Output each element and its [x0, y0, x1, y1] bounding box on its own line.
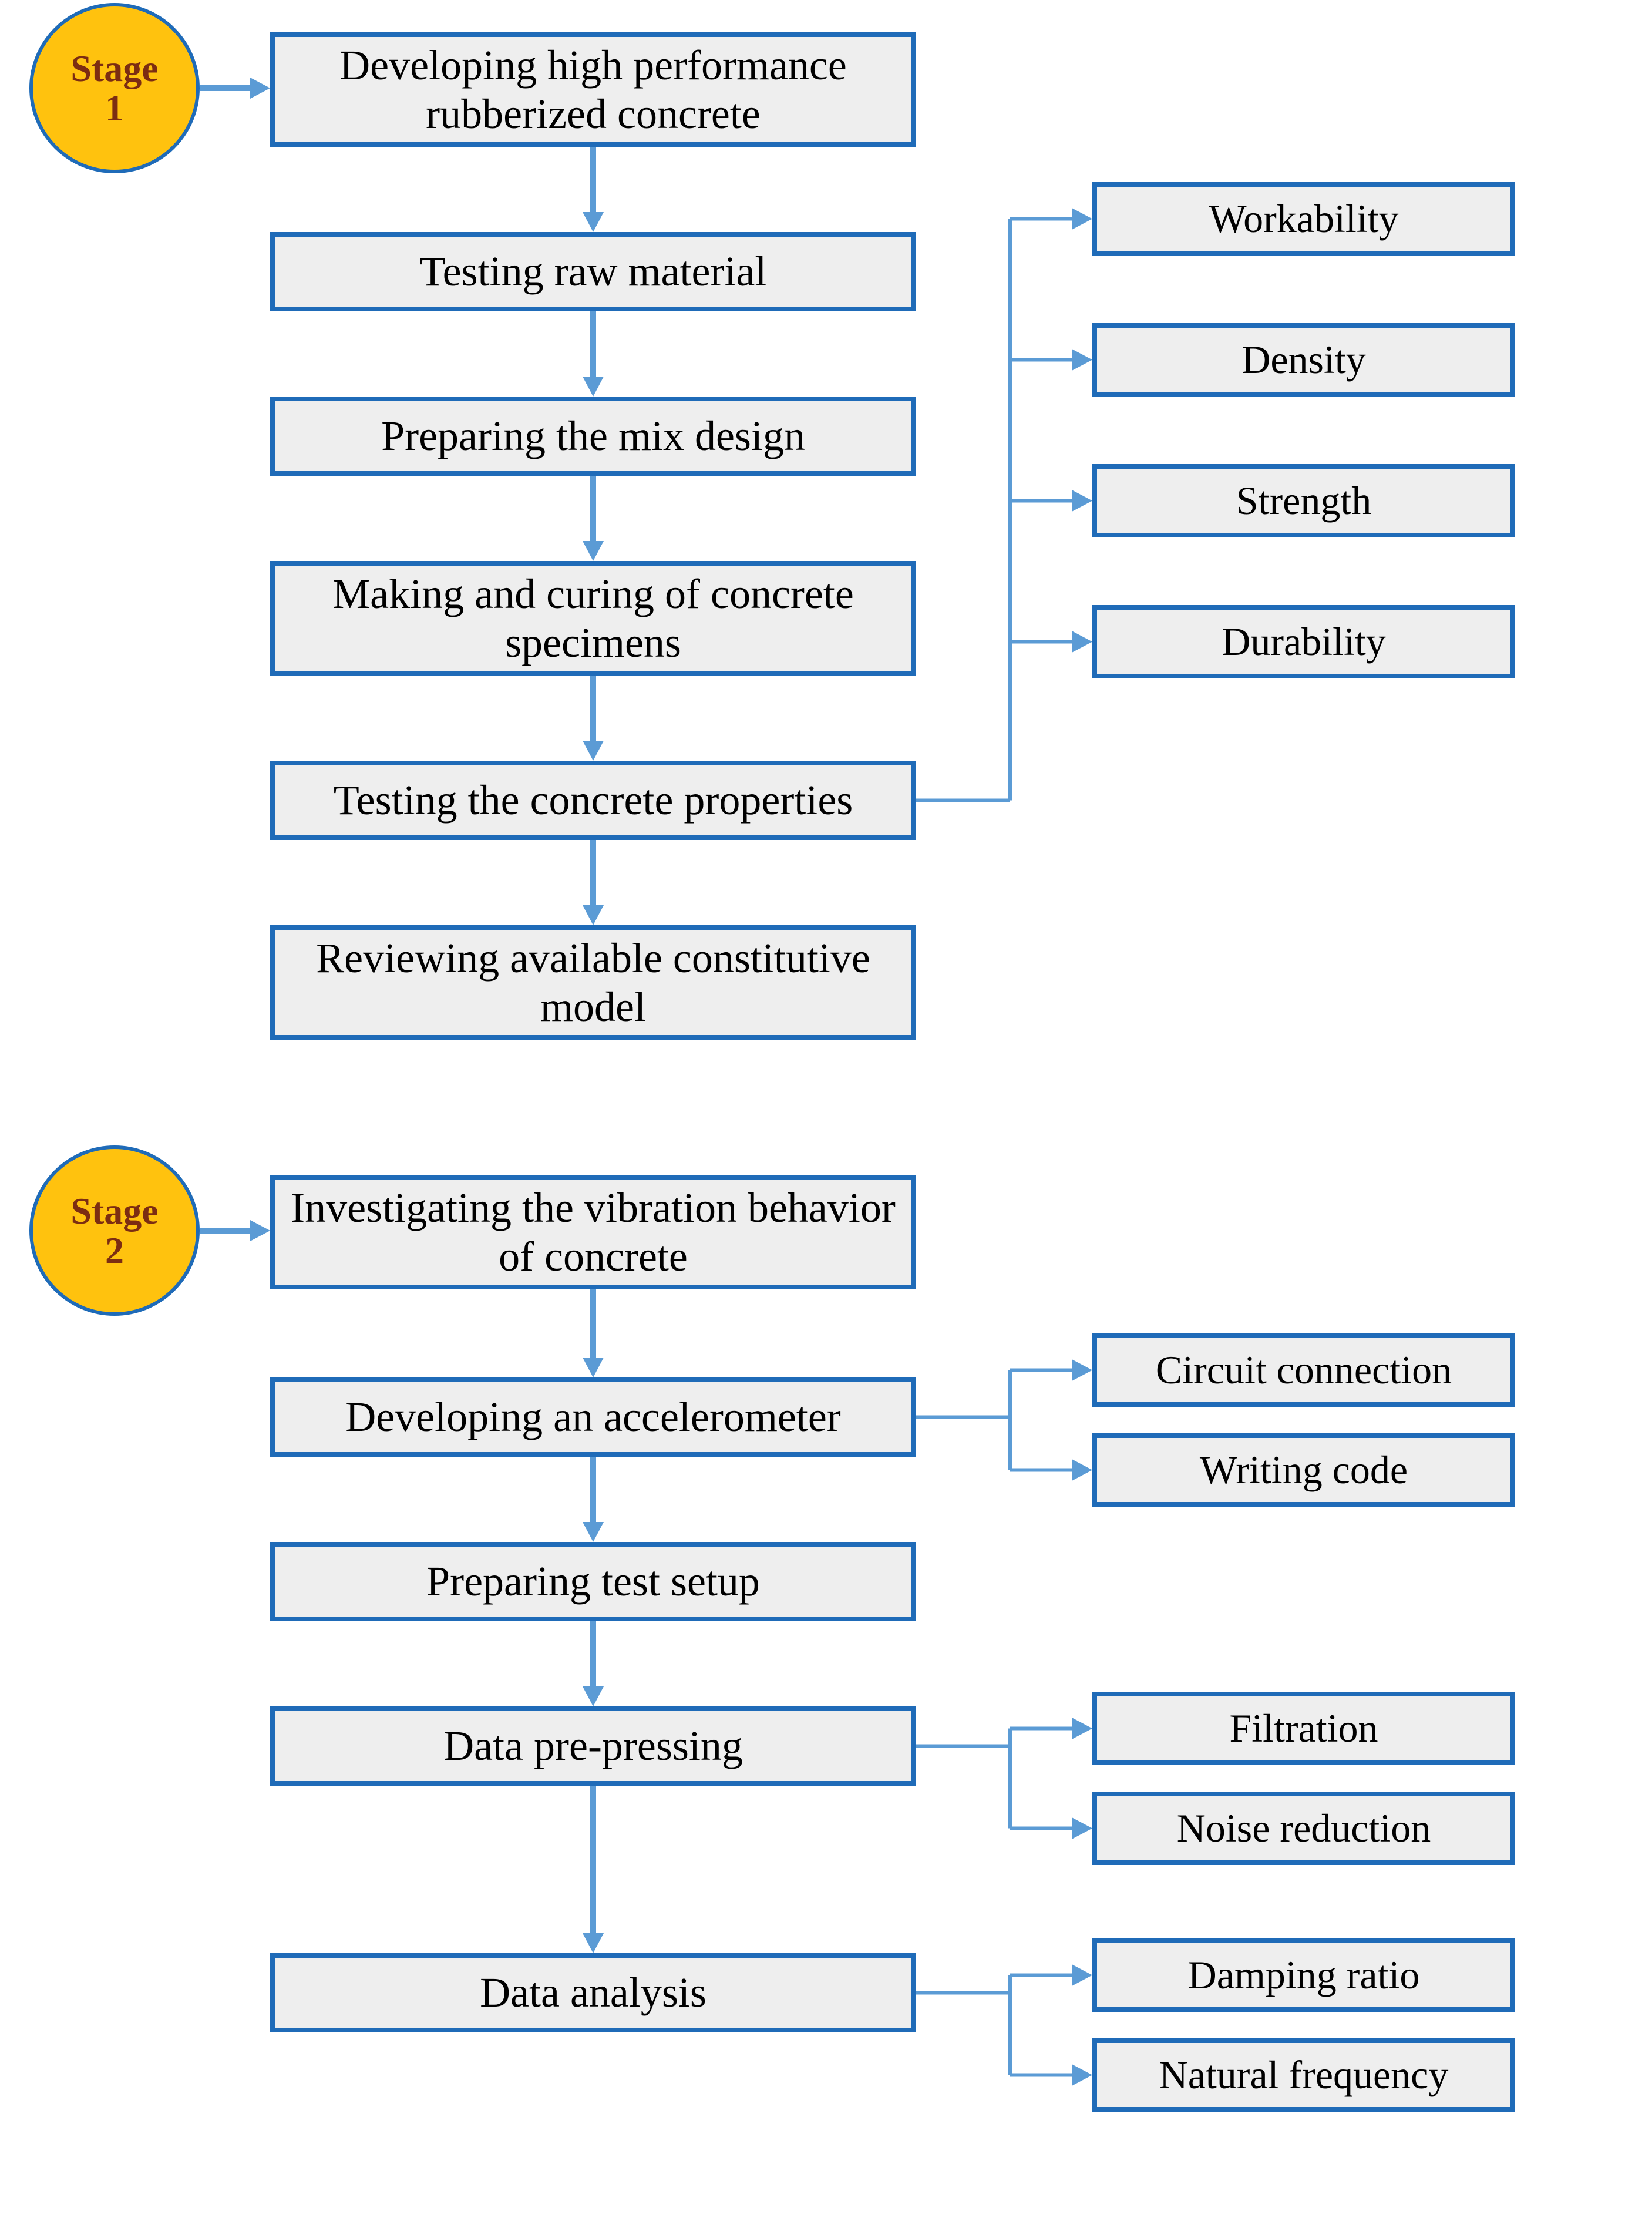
flow-box-s4: Durability — [1092, 605, 1515, 678]
flow-box-label: Natural frequency — [1159, 2052, 1449, 2098]
flow-box-m3: Preparing the mix design — [270, 397, 916, 476]
flow-box-label: Testing raw material — [420, 247, 767, 296]
flow-box-label: Investigating the vibration behavior of … — [287, 1184, 900, 1281]
flow-box-m4: Making and curing of concrete specimens — [270, 561, 916, 676]
flow-box-m1: Developing high performance rubberized c… — [270, 32, 916, 147]
flow-box-label: Developing an accelerometer — [345, 1393, 841, 1442]
stage-label-line1: Stage — [70, 1191, 158, 1231]
flow-box-s5: Circuit connection — [1092, 1333, 1515, 1407]
flow-box-label: Density — [1241, 337, 1366, 382]
flow-box-s2: Density — [1092, 323, 1515, 397]
stage-1-badge: Stage1 — [29, 3, 200, 173]
flow-box-label: Writing code — [1200, 1447, 1408, 1493]
flow-box-s3: Strength — [1092, 464, 1515, 537]
flow-box-label: Preparing test setup — [426, 1557, 760, 1606]
flow-box-m6: Reviewing available constitutive model — [270, 925, 916, 1040]
flow-box-label: Testing the concrete properties — [334, 776, 853, 825]
flow-box-label: Circuit connection — [1156, 1347, 1452, 1393]
flow-box-label: Data pre-pressing — [443, 1722, 743, 1770]
flow-box-m10: Data pre-pressing — [270, 1706, 916, 1786]
flow-box-s9: Damping ratio — [1092, 1938, 1515, 2012]
flow-box-label: Making and curing of concrete specimens — [287, 570, 900, 667]
flow-box-label: Workability — [1209, 196, 1398, 241]
flow-box-s1: Workability — [1092, 182, 1515, 256]
flow-box-label: Reviewing available constitutive model — [287, 934, 900, 1031]
flow-box-s8: Noise reduction — [1092, 1792, 1515, 1865]
flow-box-label: Filtration — [1229, 1705, 1378, 1751]
flow-box-label: Data analysis — [480, 1968, 706, 2017]
flow-box-m11: Data analysis — [270, 1953, 916, 2032]
flow-box-m7: Investigating the vibration behavior of … — [270, 1175, 916, 1289]
flow-box-label: Preparing the mix design — [381, 412, 805, 461]
flow-box-label: Strength — [1236, 478, 1371, 523]
flow-box-m2: Testing raw material — [270, 232, 916, 311]
flow-box-m8: Developing an accelerometer — [270, 1377, 916, 1457]
flow-box-label: Damping ratio — [1188, 1952, 1420, 1998]
stage-label-line1: Stage — [70, 49, 158, 88]
flow-box-m9: Preparing test setup — [270, 1542, 916, 1621]
flow-box-s6: Writing code — [1092, 1433, 1515, 1507]
stage-2-badge: Stage2 — [29, 1145, 200, 1316]
flow-box-s7: Filtration — [1092, 1692, 1515, 1765]
flow-box-label: Durability — [1222, 619, 1386, 664]
flow-box-label: Developing high performance rubberized c… — [287, 41, 900, 139]
stage-label-line2: 1 — [105, 88, 124, 127]
flowchart-canvas: Developing high performance rubberized c… — [0, 0, 1652, 2221]
flow-box-s10: Natural frequency — [1092, 2038, 1515, 2112]
flow-box-m5: Testing the concrete properties — [270, 761, 916, 840]
stage-label-line2: 2 — [105, 1231, 124, 1270]
flow-box-label: Noise reduction — [1177, 1805, 1431, 1851]
